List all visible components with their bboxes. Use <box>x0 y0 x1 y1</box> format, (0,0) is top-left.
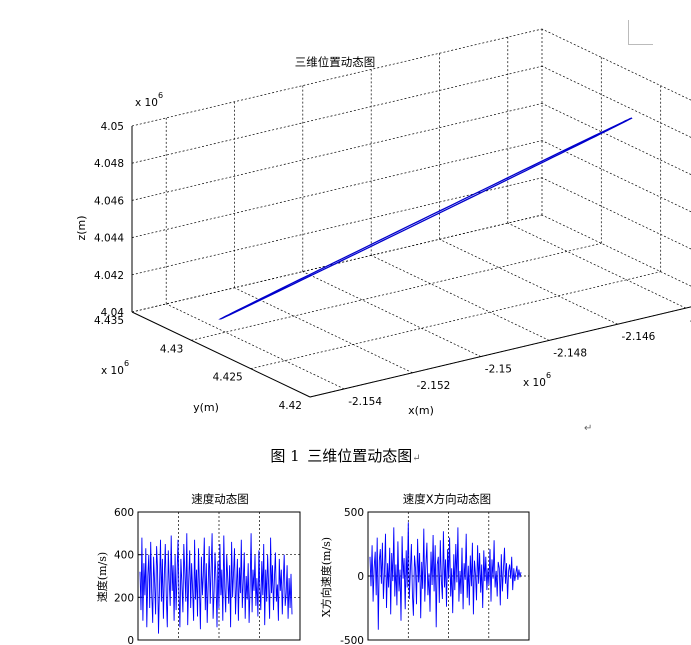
page-corner-mark <box>628 20 653 45</box>
tick-labels: 4.04 4.042 4.044 4.046 4.048 4.05 4.42 4.425 4.4… <box>94 121 691 412</box>
figure-label: 图 1 <box>270 447 300 465</box>
floor-gridline-x <box>439 238 618 325</box>
y-tick-label: 4.425 <box>213 372 243 384</box>
x-tick-label: -2.146 <box>622 331 656 343</box>
floor-gridline-x <box>302 271 481 357</box>
floor-gridline-x <box>234 287 413 374</box>
x-multiplier: x 10 <box>523 377 546 389</box>
right-wall-gridline-z <box>541 65 691 138</box>
right-wall-gridline-z <box>541 214 691 287</box>
y-tick-label: 4.435 <box>94 315 124 327</box>
plot-area: -500 0 500 <box>340 507 530 645</box>
trajectory <box>218 117 633 320</box>
y-tick-label: 0 <box>357 571 364 583</box>
back-wall-gridline-z <box>131 140 543 238</box>
figure-caption-text: 三维位置动态图 <box>307 447 413 465</box>
right-wall-gridline-z <box>541 28 691 101</box>
z-axis-label: z(m) <box>75 215 88 240</box>
floor-gridline-x <box>166 303 345 390</box>
paragraph-mark: ↵ <box>412 453 421 464</box>
y-tick-label: -500 <box>340 635 364 645</box>
y-axis-label: X方向速度(m/s) <box>319 537 333 617</box>
x-axis-line <box>309 306 691 398</box>
right-wall-gridline-z <box>541 140 691 213</box>
floor-gridline-x <box>507 222 686 309</box>
y-tick-label: 200 <box>114 592 134 604</box>
plot-frame <box>367 511 530 641</box>
z-tick-label: 4.044 <box>94 233 124 245</box>
x-tick-label: -2.154 <box>348 396 382 408</box>
floor-gridline-y <box>250 271 661 370</box>
z-tick-label: 4.04 <box>101 307 125 319</box>
floor-gridline-y <box>191 242 602 341</box>
z-tick-label: 4.05 <box>101 121 124 133</box>
x-tick-label: -2.148 <box>553 347 587 359</box>
y-tick-label: 4.43 <box>160 343 183 355</box>
y-tick-label: 0 <box>127 635 134 645</box>
back-wall-gridline-z <box>131 28 543 127</box>
z-tick-label: 4.046 <box>94 195 124 207</box>
y-tick-label: 4.42 <box>279 400 302 412</box>
paragraph-mark: ↵ <box>584 423 593 434</box>
y-multiplier: x 10 <box>101 365 124 377</box>
x-tick-label: -2.15 <box>485 364 512 376</box>
figure-caption: 图 1 三维位置动态图↵ <box>0 445 691 466</box>
data-line <box>369 522 522 630</box>
chart-title: 三维位置动态图 <box>295 55 376 69</box>
floor-gridline-x <box>371 255 550 341</box>
x-multiplier-exponent: 6 <box>546 371 551 380</box>
y-axis-label: y(m) <box>193 401 219 414</box>
grid <box>131 28 691 398</box>
z-tick-label: 4.042 <box>94 270 124 282</box>
data-line <box>139 533 293 634</box>
plot-frame <box>137 511 301 641</box>
y-axis-line <box>131 311 311 398</box>
trajectory-line <box>218 117 633 320</box>
z-multiplier: x 10 <box>135 97 158 109</box>
x-tick-label: -2.152 <box>417 380 451 392</box>
y-axis-label: 速度(m/s) <box>95 552 109 602</box>
plot-area: 0 200 400 600 <box>114 507 301 645</box>
back-wall-gridline-z <box>131 65 543 164</box>
y-multiplier-exponent: 6 <box>124 359 129 368</box>
z-multiplier-exponent: 6 <box>158 91 163 100</box>
y-tick-label: 600 <box>114 507 134 519</box>
back-wall-gridline-z <box>131 103 543 201</box>
x-tick-label: -2.144 <box>690 315 691 327</box>
chart-3d-position: 三维位置动态图 4.04 4.042 4.044 4.046 4.048 4.05 4.42… <box>75 28 691 417</box>
y-tick-label: 400 <box>114 550 134 562</box>
z-tick-label: 4.048 <box>94 158 124 170</box>
right-wall-gridline-z <box>541 177 691 250</box>
floor-gridline-y <box>309 306 691 398</box>
x-axis-label: x(m) <box>408 404 434 417</box>
right-wall-gridline-z <box>541 103 691 175</box>
chart-title: 速度X方向动态图 <box>403 492 491 506</box>
chart-title: 速度动态图 <box>191 492 249 506</box>
y-tick-label: 500 <box>344 507 364 519</box>
